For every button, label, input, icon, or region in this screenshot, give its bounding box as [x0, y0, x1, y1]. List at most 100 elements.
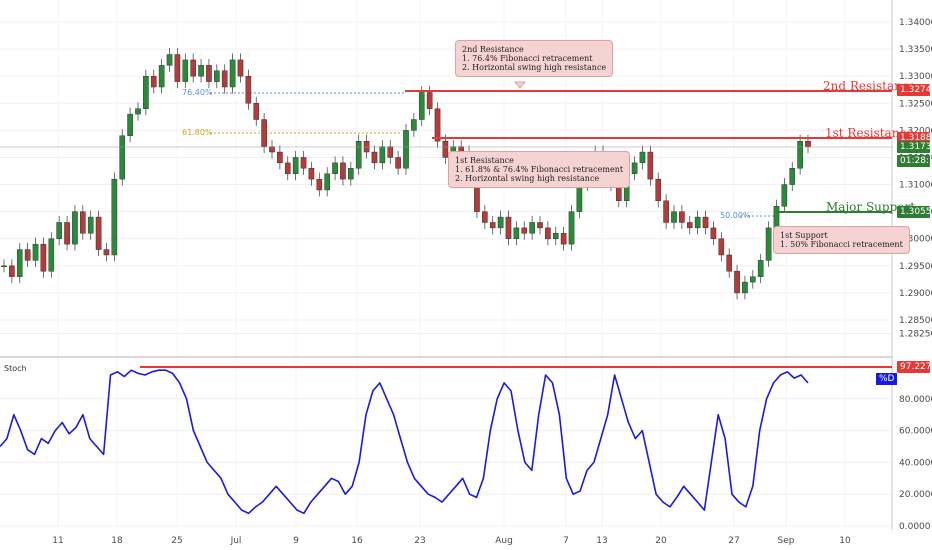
time-axis: 11 18 25 Jul 9 16 23 Aug 7 13 20 27 Sep 10: [52, 536, 851, 546]
badge-last-price: 1.31736: [897, 141, 932, 153]
candle: [158, 58, 165, 94]
price-tick-label: 1.33000: [899, 72, 932, 82]
fib-label-76: 76.40%: [182, 88, 213, 97]
candle: [631, 156, 638, 181]
candle: [750, 270, 756, 289]
candle: [214, 64, 220, 89]
candle: [135, 102, 141, 121]
candle: [497, 210, 504, 235]
candle: [710, 221, 717, 246]
candle: [150, 69, 157, 94]
time-tick-label: 10: [839, 536, 851, 546]
candle: [143, 69, 149, 116]
candle: [663, 194, 669, 229]
candle: [261, 113, 267, 154]
candle: [671, 205, 677, 229]
candle: [190, 53, 196, 83]
badge-2nd-resistance: 1.32745: [897, 84, 932, 96]
candle: [1, 259, 7, 273]
candle: [340, 156, 346, 186]
candle: [489, 215, 496, 235]
callout-2nd-resistance[interactable]: 2nd Resistance 1. 76.4% Fibonacci retrac…: [455, 40, 614, 77]
candle: [513, 221, 520, 246]
candle: [103, 243, 110, 262]
candle: [332, 156, 338, 181]
stoch-axis: 80.0000 60.0000 40.0000 20.0000 0.0000: [899, 395, 932, 532]
level-label-2nd-resistance[interactable]: 2nd Resistance: [823, 79, 916, 93]
stoch-tick-label: 0.0000: [899, 522, 931, 532]
candle: [32, 237, 39, 267]
candle: [292, 150, 299, 181]
candle: [734, 264, 740, 300]
callout-1st-support[interactable]: 1st Support 1. 50% Fibonacci retracement: [773, 226, 910, 254]
candle: [16, 243, 23, 284]
candle: [300, 150, 307, 175]
price-tick-label: 1.30000: [899, 235, 932, 245]
candle: [355, 134, 362, 175]
candle: [521, 221, 528, 240]
stoch-series: [0, 369, 809, 515]
candle: [647, 145, 654, 186]
time-tick-label: 11: [52, 536, 63, 546]
stoch-d-line: [0, 369, 809, 515]
time-tick-label: Sep: [778, 536, 795, 546]
stoch-legend[interactable]: %D: [876, 373, 898, 385]
price-tick-label: 1.29500: [899, 262, 932, 272]
candle: [545, 221, 551, 246]
time-tick-label: 13: [596, 536, 607, 546]
time-tick-label: 7: [563, 536, 569, 546]
candle: [434, 102, 441, 148]
candle: [253, 96, 260, 127]
time-tick-label: 23: [414, 536, 425, 546]
time-tick-label: Aug: [495, 536, 513, 546]
fibonacci-levels: [210, 92, 778, 217]
candle: [206, 58, 212, 89]
candle: [379, 140, 386, 170]
candle: [765, 221, 772, 267]
candle: [797, 134, 803, 175]
candle: [237, 53, 244, 83]
time-tick-label: 18: [111, 536, 123, 546]
candle: [308, 161, 315, 186]
candle: [482, 205, 488, 229]
candle: [24, 243, 31, 267]
sr-levels[interactable]: [140, 90, 892, 368]
candle: [568, 205, 575, 251]
stoch-tick-label: 60.0000: [899, 427, 932, 437]
callout-pointer: [513, 81, 527, 89]
level-label-1st-resistance[interactable]: 1st Resistance: [825, 126, 914, 140]
candle: [639, 145, 646, 170]
candle: [387, 140, 394, 164]
candle: [229, 53, 236, 94]
candle: [363, 134, 370, 159]
badge-major-support: 1.30554: [897, 206, 932, 218]
candle: [221, 64, 228, 94]
candle: [119, 129, 126, 186]
callout-1st-resistance[interactable]: 1st Resistance 1. 61.8% & 76.4% Fibonacc…: [448, 151, 631, 188]
candle: [395, 150, 401, 175]
candlestick-series: [1, 48, 811, 300]
stoch-title: Stoch: [4, 364, 27, 373]
price-tick-label: 1.29000: [899, 289, 932, 299]
stoch-tick-label: 80.0000: [899, 395, 932, 405]
time-tick-label: 27: [728, 536, 739, 546]
candle: [371, 145, 378, 170]
candle: [418, 85, 425, 127]
price-axis: 1.340001.335001.330001.325001.320001.315…: [899, 18, 932, 340]
candle: [48, 232, 55, 278]
candle: [726, 248, 732, 278]
candle: [56, 215, 62, 246]
candle: [552, 226, 559, 246]
price-tick-label: 1.31000: [899, 181, 932, 191]
level-label-major-support[interactable]: Major Support: [826, 200, 916, 214]
candle: [64, 215, 70, 251]
candle: [411, 113, 417, 137]
candle: [269, 140, 275, 159]
badge-stoch-value: 97.2271: [897, 361, 932, 373]
candle: [348, 161, 354, 186]
candle: [72, 205, 78, 251]
stoch-tick-label: 40.0000: [899, 458, 932, 468]
price-tick-label: 1.32500: [899, 99, 932, 109]
candle: [95, 210, 102, 257]
